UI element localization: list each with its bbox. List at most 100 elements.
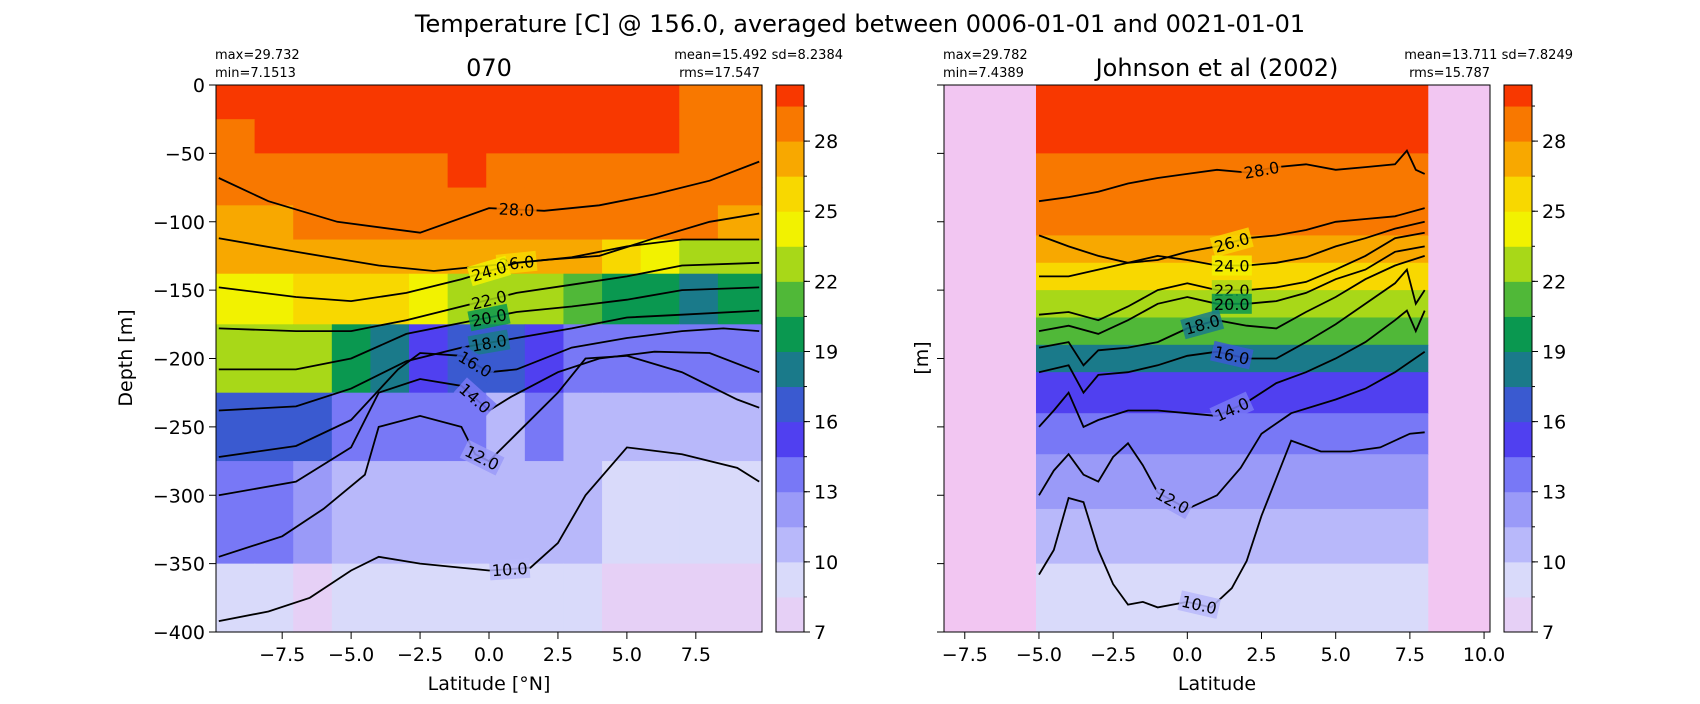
y-tick-label: −300	[153, 485, 205, 507]
heatmap-cell	[331, 153, 372, 189]
colorbar-segment	[1504, 491, 1532, 528]
left-y-axis: 0 −50 −100 −150 −200 −250 −300 −350 −400	[153, 75, 216, 644]
contour-label-bg	[453, 377, 497, 419]
heatmap-cell	[679, 563, 719, 633]
heatmap-cell	[254, 273, 294, 325]
heatmap-cell	[331, 187, 372, 206]
heatmap-cell	[370, 153, 410, 189]
colorbar-segment	[776, 561, 804, 598]
colorbar-segment	[776, 526, 804, 563]
x-tick-label: 5.0	[1321, 644, 1351, 666]
heatmap-cell	[717, 239, 763, 275]
contour-label-bg	[459, 439, 505, 476]
heatmap-cell	[640, 85, 680, 120]
colorbar-segment	[1504, 85, 1532, 107]
heatmap-cell	[640, 239, 680, 275]
heatmap-cell	[370, 205, 410, 241]
heatmap-cell	[254, 119, 294, 154]
contour-label-bg	[1240, 156, 1283, 184]
colorbar-tick-label: 19	[814, 341, 838, 363]
colorbar-segment	[776, 421, 804, 458]
contour-label-bg	[1211, 255, 1252, 276]
heatmap-cell	[216, 119, 256, 154]
colorbar-segment	[1504, 316, 1532, 352]
heatmap-cell	[1035, 317, 1429, 346]
left-stat-min: min=7.1513	[215, 66, 296, 81]
heatmap-cell	[293, 119, 333, 154]
right-x-axis: −7.5 −5.0 −2.5 0.0 2.5 5.0 7.5 10.0	[942, 632, 1505, 666]
x-tick-label: 5.0	[612, 644, 642, 666]
right-stat-min: min=7.4389	[943, 66, 1024, 81]
heatmap-cell	[717, 461, 763, 565]
heatmap-cell	[293, 461, 333, 565]
heatmap-cell	[370, 85, 410, 120]
heatmap-cell	[254, 461, 294, 565]
contour-label-text: 24.0	[1214, 257, 1250, 276]
heatmap-cell	[370, 392, 410, 462]
heatmap-cell	[602, 119, 642, 154]
colorbar-tick-label: 22	[814, 271, 838, 293]
colorbar-frame	[775, 84, 805, 633]
x-tick-label: 0.0	[474, 644, 504, 666]
heatmap-cell	[1035, 413, 1429, 455]
heatmap-cell	[486, 153, 526, 189]
colorbar-tick-label: 13	[814, 482, 838, 504]
heatmap-cell	[486, 119, 526, 154]
colorbar-segment	[1504, 351, 1532, 388]
heatmap-cell	[602, 461, 642, 565]
colorbar-segment	[1504, 386, 1532, 423]
heatmap-cell	[331, 563, 372, 633]
heatmap-cell	[216, 324, 256, 394]
heatmap-cell	[640, 563, 680, 633]
colorbar-tick-label: 22	[1542, 271, 1566, 293]
contour-label-bg	[1210, 340, 1254, 370]
contour-label-bg	[1180, 309, 1225, 340]
contour-label-bg	[467, 303, 511, 332]
colorbar-segment	[776, 386, 804, 423]
panel-left: max=29.732 min=7.1513 070 mean=15.492 sd…	[115, 48, 843, 695]
colorbar-segment	[1504, 526, 1532, 563]
heatmap-cell	[679, 205, 719, 241]
x-tick-label: 7.5	[1395, 644, 1425, 666]
heatmap-cell	[563, 461, 603, 565]
heatmap-cell	[679, 119, 719, 154]
y-tick-label: −250	[153, 417, 205, 439]
contour-label-bg	[1177, 590, 1221, 619]
contour-label-20.0: 20.0	[467, 303, 511, 332]
heatmap-cell	[370, 119, 410, 154]
colorbar-segment	[776, 176, 804, 212]
heatmap-cell	[679, 85, 719, 120]
heatmap-cell	[409, 119, 449, 154]
x-tick-label: 7.5	[681, 644, 711, 666]
colorbar-segment	[1504, 106, 1532, 142]
contour-label-bg	[1209, 391, 1255, 427]
heatmap-cell	[602, 153, 642, 189]
contour-label-bg	[467, 329, 511, 357]
heatmap-cell	[370, 187, 410, 206]
heatmap-cell	[679, 239, 719, 275]
contour-label-bg	[1150, 482, 1195, 520]
colorbar-tick-label: 13	[1542, 482, 1566, 504]
heatmap-cell	[602, 85, 642, 120]
y-tick-label: −350	[153, 554, 205, 576]
heatmap-cell	[1035, 85, 1429, 154]
x-tick-label: 2.5	[1246, 644, 1276, 666]
heatmap-cell	[293, 563, 333, 633]
heatmap-cell	[524, 273, 565, 325]
heatmap-cell	[563, 153, 603, 189]
contour-label-bg	[1209, 227, 1254, 258]
heatmap-cell	[370, 273, 410, 325]
left-panel-title: 070	[466, 54, 512, 82]
colorbar-segment	[776, 491, 804, 528]
contour-label-text: 10.0	[491, 559, 528, 580]
heatmap-cell	[447, 85, 487, 120]
colorbar-segment	[776, 246, 804, 282]
heatmap-cell	[370, 461, 410, 565]
heatmap-cell	[602, 563, 642, 633]
heatmap-cell	[717, 392, 763, 462]
right-y-axis	[937, 84, 944, 633]
x-tick-label: −5.0	[328, 644, 374, 666]
colorbar-segment	[776, 106, 804, 142]
heatmap-cell	[409, 187, 449, 206]
